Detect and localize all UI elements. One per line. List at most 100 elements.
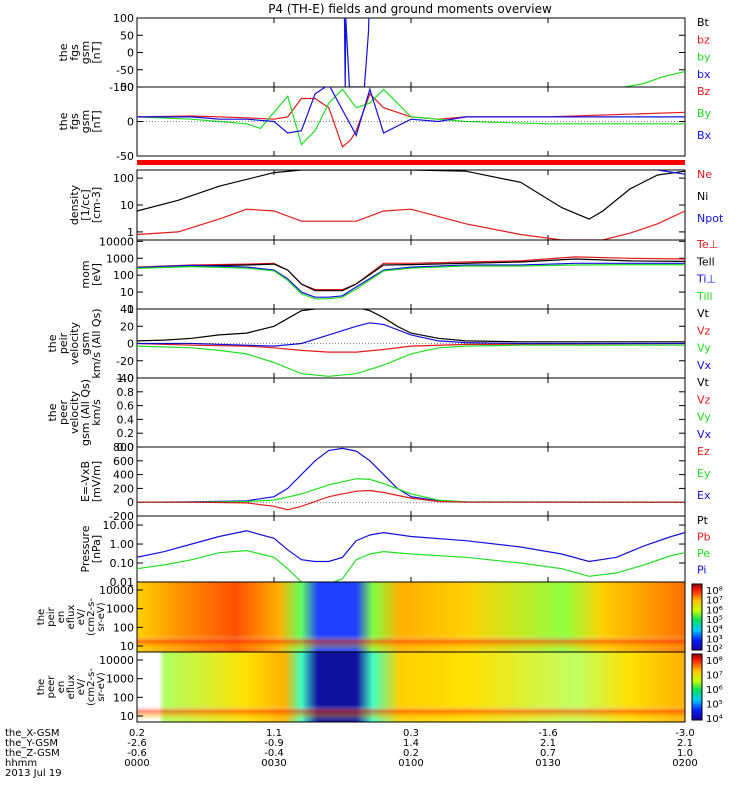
footer-value: 0.3 [403,728,419,739]
y-axis-label: eV/ [76,678,87,695]
legend-entry: By [697,107,712,120]
y-axis-label: (cm2-s- [86,668,97,706]
y-axis-label: gsm [79,41,92,64]
series-line-green [137,88,685,146]
series-line-red [137,256,685,291]
y-axis-label: peer [46,675,57,699]
y-axis-label: gsm [79,332,92,355]
footer-value: 0200 [672,758,697,769]
colorbar-label: 10⁵ [706,700,723,711]
colorbar-label: 10⁸ [706,586,723,597]
series-line-red [137,342,685,353]
y-axis-label: the [46,403,59,421]
y-tick-label: 1000 [106,673,134,686]
y-tick-label: 10 [120,640,134,653]
y-tick-label: 1 [127,226,134,239]
colorbar-label: 10² [706,644,723,655]
legend-entry: Till [696,290,713,303]
y-axis-label: eV/ [76,608,87,625]
series-line-black [137,170,685,220]
colorbar-label: 10⁴ [706,714,723,725]
legend-entry: Pt [697,514,709,527]
y-axis-label: sr-eV) [96,672,107,701]
y-tick-label: 1 [127,303,134,316]
legend-entry: Ni [697,190,708,203]
y-tick-label: 600 [113,455,134,468]
y-axis-label: [eV] [90,263,103,286]
y-axis-label: [nPa] [90,535,103,563]
footer-value: -0.9 [264,738,284,749]
panel-frame [136,377,686,448]
y-axis-label: fgs [68,113,81,130]
y-axis-label: the [46,334,59,352]
panel-2: 100 10 1 density[1/cc][cm-3] Ne Ni Npot [68,168,724,241]
legend-entry: Npot [697,212,724,225]
y-axis-label: peir [46,606,57,626]
y-tick-label: 0.10 [110,557,135,570]
series-line-blue [137,447,685,503]
footer-row-label: hhmm [5,758,37,769]
series-line-green [137,264,685,300]
panel-frame [136,446,686,517]
y-tick-label: 10000 [99,654,134,667]
y-axis-label: [nT] [90,110,103,132]
y-axis-label: gsm (All Qs) [79,379,92,446]
legend-entry: Ey [697,467,711,480]
spectrogram-band [137,582,685,652]
series-line-black [137,258,685,292]
series-line-green [137,478,685,503]
y-axis-label: peer [57,400,70,426]
panel-frame [136,169,686,241]
y-tick-label: 10.00 [103,519,135,532]
legend-entry: Ez [697,445,710,458]
y-tick-label: 100 [113,691,134,704]
colorbar-label: 10⁶ [706,605,723,616]
series-line-green [624,70,685,87]
colorbar-label: 10⁶ [706,685,723,696]
legend-entry: Ne [697,168,712,181]
panel-7: 10.00 1.00 0.10 0.01 Pressure[nPa] Pt Pb Pe Pi [79,514,711,589]
y-tick-label: 0.2 [117,427,135,440]
footer-value: -1.6 [538,728,558,739]
figure-title: P4 (TH-E) fields and ground moments over… [268,2,552,16]
y-axis-label: velocity [68,322,81,365]
y-tick-label: 10000 [99,235,134,248]
footer-value: 0130 [535,758,560,769]
legend-entry: Vt [697,307,710,320]
colorbar-label: 10⁴ [706,625,723,636]
panel-frame [136,17,686,88]
series-line-blue [343,18,370,87]
footer-value: 0030 [261,758,286,769]
footer-value: -0.6 [127,748,147,759]
y-tick-label: 1000 [106,252,134,265]
series-line-red [137,92,685,148]
panel-frame [136,515,686,583]
y-axis-label: [1/cc] [79,189,92,220]
y-tick-label: 200 [113,482,134,495]
y-axis-label: the [36,609,47,625]
y-tick-label: -200 [109,510,134,523]
y-axis-label: Pressure [79,525,92,572]
legend-entry: Vy [697,411,711,424]
y-axis-label: eflux [66,675,77,700]
footer-value: 0000 [124,758,149,769]
y-tick-label: 0.0 [117,441,135,454]
y-axis-label: km/s (All Qs) [90,308,103,378]
legend-entry: Vx [697,359,712,372]
footer-value: -2.6 [127,738,147,749]
y-tick-label: 0 [127,496,134,509]
y-tick-label: 1.0 [117,372,135,385]
colorbar [691,583,703,651]
footer-value: -3.0 [675,728,695,739]
footer-row-label: the_Z-GSM [5,748,60,759]
mode-bar [137,160,685,165]
footer-value: 0.2 [129,728,145,739]
y-tick-label: 100 [113,12,134,25]
footer-row-label: the_X-GSM [5,728,59,739]
